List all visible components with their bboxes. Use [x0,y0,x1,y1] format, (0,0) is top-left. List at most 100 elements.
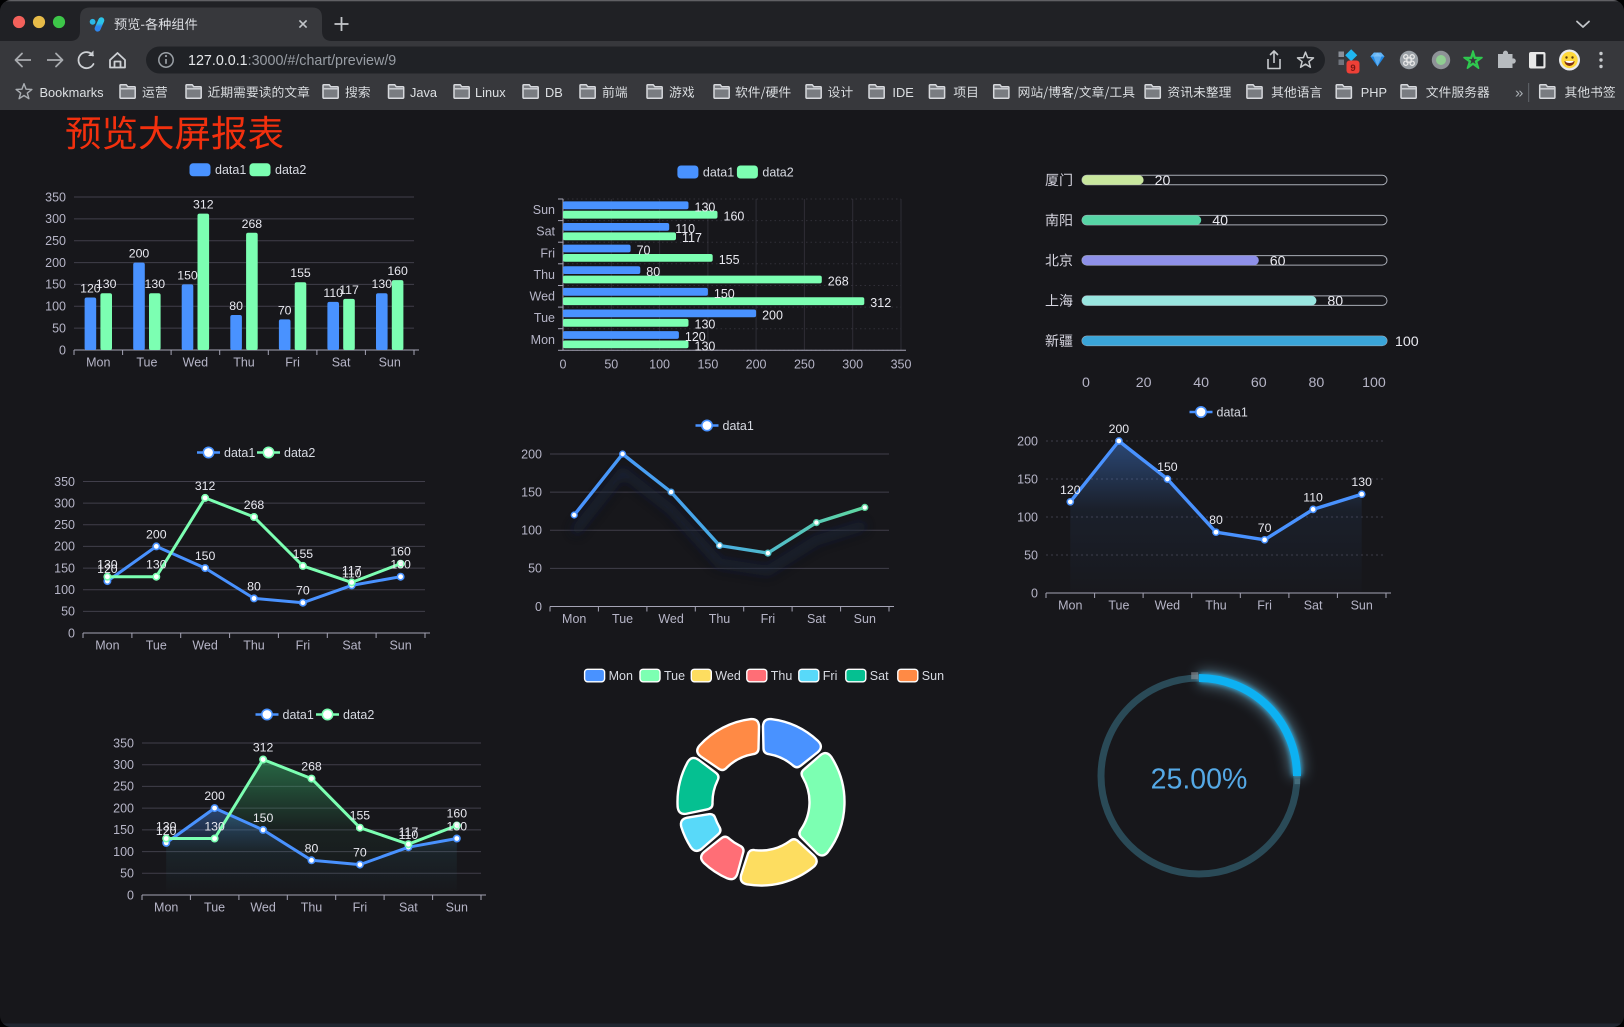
svg-text:117: 117 [399,825,419,839]
svg-text:100: 100 [1362,375,1386,391]
svg-text:Sat: Sat [807,612,826,626]
svg-text:200: 200 [113,801,134,815]
svg-text:50: 50 [61,605,75,619]
svg-text:155: 155 [293,547,314,561]
svg-text:data1: data1 [1217,405,1248,419]
svg-text:200: 200 [129,247,150,261]
svg-text:Tue: Tue [612,612,633,626]
svg-text:Mon: Mon [95,639,119,653]
svg-text:»: » [1515,85,1523,102]
svg-text:Thu: Thu [1205,599,1227,613]
svg-text:312: 312 [193,198,214,212]
svg-text:50: 50 [528,562,542,576]
svg-text:250: 250 [794,358,815,372]
svg-text:150: 150 [54,561,75,575]
svg-text:Sun: Sun [533,203,555,217]
svg-text:Thu: Thu [243,639,265,653]
svg-text:Wed: Wed [250,901,276,915]
svg-text:250: 250 [45,234,66,248]
svg-text:120: 120 [97,562,118,576]
svg-text:130: 130 [146,558,167,572]
svg-text:50: 50 [52,321,66,335]
svg-text:100: 100 [1395,334,1419,350]
svg-text:Wed: Wed [192,639,218,653]
svg-text:70: 70 [1258,521,1272,535]
svg-text:130: 130 [145,277,166,291]
svg-text:160: 160 [387,264,408,278]
svg-text:80: 80 [1309,375,1325,391]
svg-text:Thu: Thu [709,612,731,626]
svg-text:Sat: Sat [342,639,361,653]
svg-text:110: 110 [342,566,362,580]
svg-text:Sun: Sun [922,669,944,683]
svg-text:150: 150 [195,549,216,563]
svg-text:data1: data1 [723,419,754,433]
svg-text:Sun: Sun [389,639,411,653]
svg-text:160: 160 [390,545,411,559]
svg-text:PHP: PHP [1361,85,1387,100]
svg-text:Tue: Tue [204,901,225,915]
svg-text:100: 100 [1017,510,1038,524]
svg-text:70: 70 [353,846,367,860]
svg-text:Sun: Sun [446,901,468,915]
svg-text:Bookmarks: Bookmarks [40,85,104,100]
svg-text:130: 130 [695,318,716,332]
svg-text:0: 0 [535,600,542,614]
svg-text:268: 268 [828,274,849,288]
svg-text:150: 150 [177,268,198,282]
svg-text:Sat: Sat [870,669,889,683]
svg-text:Wed: Wed [183,356,209,370]
svg-text:110: 110 [323,286,343,300]
svg-text:Thu: Thu [301,901,323,915]
svg-text:350: 350 [891,358,912,372]
svg-text:200: 200 [54,540,75,554]
svg-text:100: 100 [521,524,542,538]
svg-text:Wed: Wed [530,290,556,304]
svg-text:Fri: Fri [285,356,300,370]
svg-text:130: 130 [390,558,411,572]
svg-text:Sat: Sat [332,356,351,370]
svg-text:200: 200 [146,527,167,541]
svg-text:9: 9 [1350,63,1355,74]
svg-text:0: 0 [1031,586,1038,600]
svg-text:data2: data2 [275,163,306,177]
svg-text:data1: data1 [283,708,314,722]
svg-text:Wed: Wed [1155,599,1181,613]
svg-text:Fri: Fri [540,246,555,260]
svg-text:150: 150 [1157,460,1178,474]
svg-text:127.0.0.1:3000/#/chart/preview: 127.0.0.1:3000/#/chart/preview/9 [188,53,396,69]
svg-text:Fri: Fri [1257,599,1272,613]
svg-text:117: 117 [682,231,702,245]
svg-text:Sun: Sun [1351,599,1373,613]
svg-text:200: 200 [45,256,66,270]
svg-text:0: 0 [560,358,567,372]
svg-text:Mon: Mon [562,612,586,626]
svg-text:Sat: Sat [399,901,418,915]
svg-text:110: 110 [1303,490,1323,504]
svg-text:Thu: Thu [533,268,555,282]
svg-text:350: 350 [113,736,134,750]
svg-text:Mon: Mon [531,333,555,347]
svg-text:150: 150 [1017,472,1038,486]
svg-text:200: 200 [1017,434,1038,448]
svg-text:DB: DB [545,85,563,100]
svg-text:268: 268 [242,217,263,231]
svg-text:155: 155 [290,266,311,280]
svg-text:70: 70 [296,584,310,598]
svg-text:70: 70 [637,244,651,258]
svg-text:80: 80 [229,299,243,313]
svg-text:Tue: Tue [136,356,157,370]
svg-text:150: 150 [714,287,735,301]
svg-text:25.00%: 25.00% [1151,764,1248,796]
svg-text:80: 80 [1209,513,1223,527]
svg-text:130: 130 [1351,475,1372,489]
svg-text:20: 20 [1155,173,1171,189]
svg-text:data2: data2 [284,446,315,460]
svg-text:data1: data1 [215,163,246,177]
svg-text:150: 150 [253,811,274,825]
svg-text:268: 268 [301,760,322,774]
svg-text:160: 160 [447,807,468,821]
svg-text:50: 50 [604,358,618,372]
svg-text:268: 268 [244,498,265,512]
svg-text:200: 200 [204,789,225,803]
